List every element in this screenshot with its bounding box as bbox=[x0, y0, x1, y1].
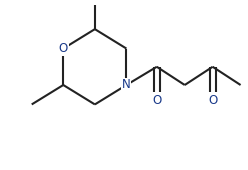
Text: O: O bbox=[152, 94, 161, 107]
Text: N: N bbox=[122, 79, 131, 91]
Text: O: O bbox=[59, 42, 68, 55]
Text: O: O bbox=[208, 94, 217, 107]
